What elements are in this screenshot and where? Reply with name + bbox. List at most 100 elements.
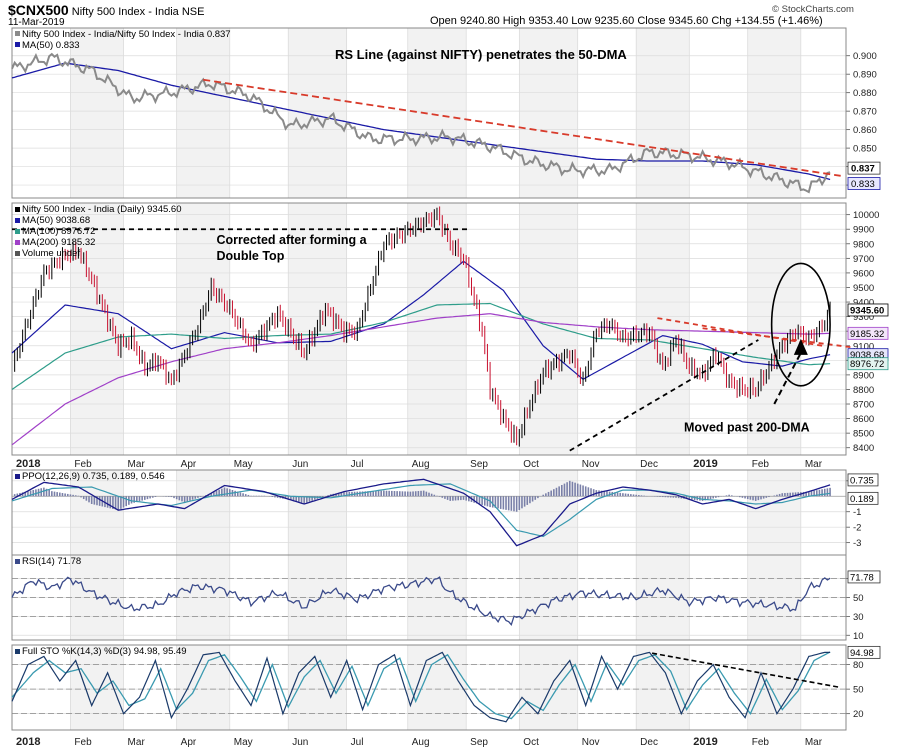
- x-month-label-upper: Feb: [752, 459, 770, 470]
- price-ma100-line: [11, 302, 831, 390]
- y-tick-label: 0.880: [853, 88, 877, 99]
- y-tick-label: 8400: [853, 443, 874, 454]
- month-shade: [747, 203, 801, 455]
- x-month-label-lower: Sep: [470, 737, 488, 748]
- y-tick-label: -2: [853, 523, 861, 534]
- x-month-label-lower: Feb: [74, 737, 92, 748]
- rsi-legend-swatch: [15, 559, 20, 564]
- x-month-label-lower: Mar: [805, 737, 823, 748]
- rsi-last-value: 71.78: [850, 572, 874, 583]
- x-month-label-lower: 2019: [693, 736, 717, 748]
- y-tick-label: 8900: [853, 370, 874, 381]
- month-shade: [519, 645, 578, 730]
- y-tick-label: 20: [853, 709, 864, 720]
- sto-d-line: [11, 651, 831, 720]
- price-legend-entry: MA(200) 9185.32: [22, 237, 95, 248]
- x-month-label-upper: 2019: [693, 458, 717, 470]
- month-shade: [636, 645, 690, 730]
- y-tick-label: 10: [853, 631, 864, 642]
- x-month-label-lower: Mar: [128, 737, 146, 748]
- y-tick-label: 50: [853, 685, 864, 696]
- y-tick-label: 8800: [853, 385, 874, 396]
- y-tick-label: -3: [853, 538, 861, 549]
- exchange: NSE: [181, 6, 205, 18]
- month-shade: [747, 645, 801, 730]
- month-shade: [70, 645, 124, 730]
- rs-legend-entry: Nifty 500 Index - India/Nifty 50 Index -…: [22, 29, 231, 40]
- price-last-value: 9345.60: [850, 305, 884, 316]
- y-tick-label: 8700: [853, 400, 874, 411]
- price-ma200-line: [11, 313, 831, 446]
- index-name: Nifty 500 Index - India: [71, 6, 179, 18]
- rs-legend-entry: MA(50) 0.833: [22, 40, 80, 51]
- month-shade: [70, 203, 124, 455]
- sto-k-line: [11, 651, 831, 723]
- month-shade: [636, 470, 690, 555]
- x-month-label-upper: Sep: [470, 459, 488, 470]
- month-shade: [407, 470, 467, 555]
- rs-last-value-tag: [847, 177, 881, 190]
- x-month-label-upper: Feb: [74, 459, 92, 470]
- stockcharts-credit: © StockCharts.com: [772, 4, 854, 15]
- price-legend-entry: MA(100) 8976.72: [22, 226, 95, 237]
- x-month-label-upper: Mar: [805, 459, 823, 470]
- y-tick-label: 9400: [853, 298, 874, 309]
- y-tick-label: 9300: [853, 312, 874, 323]
- price-legend-swatch: [15, 251, 20, 256]
- ma50-legend-swatch: [15, 42, 20, 47]
- highlight-ellipse: [770, 262, 831, 387]
- price-legend-entry: MA(50) 9038.68: [22, 215, 90, 226]
- ohlc-summary: Open 9240.80 High 9353.40 Low 9235.60 Cl…: [430, 15, 823, 27]
- black-trend-line: [569, 339, 759, 452]
- y-tick-label: 50: [853, 593, 864, 604]
- price-annotation-text: Moved past 200-DMA: [684, 421, 810, 435]
- month-shade: [176, 28, 230, 198]
- y-tick-label: 9500: [853, 283, 874, 294]
- y-tick-label: 80: [853, 660, 864, 671]
- price-annotation-text: Double Top: [217, 249, 285, 263]
- ppo-legend-swatch: [15, 474, 20, 479]
- month-shade: [70, 28, 124, 198]
- x-month-label-lower: Jul: [351, 737, 364, 748]
- x-month-label-upper: Jun: [292, 459, 308, 470]
- x-month-label-lower: May: [234, 737, 253, 748]
- ppo-signal-line: [11, 483, 831, 538]
- price-ma50-line: [11, 260, 831, 381]
- y-tick-label: 0.860: [853, 125, 877, 136]
- month-shade: [407, 28, 467, 198]
- y-tick-label: 8600: [853, 414, 874, 425]
- y-tick-label: 9600: [853, 268, 874, 279]
- rsi-line: [11, 576, 831, 627]
- red-resistance-line: [702, 327, 852, 349]
- month-shade: [176, 645, 230, 730]
- x-month-label-upper: Oct: [523, 459, 539, 470]
- x-month-label-upper: 2018: [16, 458, 40, 470]
- x-month-label-lower: Dec: [640, 737, 658, 748]
- ppo-last-value-tag: [847, 491, 879, 505]
- sto-legend: Full STO %K(14,3) %D(3) 94.98, 95.49: [22, 646, 187, 657]
- x-month-label-upper: Apr: [181, 459, 197, 470]
- ppo-last-value: 0.189: [850, 494, 874, 505]
- y-tick-label: 10000: [853, 210, 879, 221]
- month-shade: [636, 28, 690, 198]
- y-tick-label: -1: [853, 507, 861, 518]
- month-shade: [288, 470, 347, 555]
- y-tick-label: 8500: [853, 429, 874, 440]
- x-month-label-upper: Mar: [128, 459, 146, 470]
- panel-border-rs: [11, 27, 847, 199]
- month-shade: [519, 28, 578, 198]
- y-tick-label: 0.890: [853, 70, 877, 81]
- price-last-value: 8976.72: [850, 359, 884, 370]
- panel-border-sto: [11, 644, 847, 731]
- sto-last-value: 94.98: [850, 648, 874, 659]
- x-month-label-upper: May: [234, 459, 253, 470]
- price-last-value: 9185.32: [850, 329, 884, 340]
- rs-panel-title: RS Line (against NIFTY) penetrates the 5…: [335, 47, 627, 62]
- chart-header: $CNX500 Nifty 500 Index - India NSE: [8, 2, 204, 18]
- x-month-label-upper: Nov: [582, 459, 600, 470]
- x-month-label-upper: Aug: [412, 459, 430, 470]
- y-tick-label: 9100: [853, 341, 874, 352]
- price-legend-swatch: [15, 240, 20, 245]
- month-shade: [747, 470, 801, 555]
